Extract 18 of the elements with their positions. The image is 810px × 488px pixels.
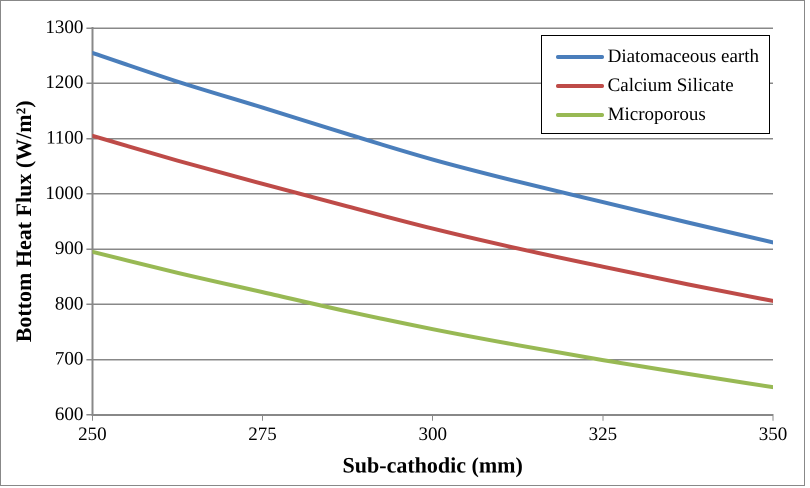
x-tick-label: 250 [78,424,107,446]
y-tick-label: 600 [54,404,84,425]
legend-label: Diatomaceous earth [608,46,759,68]
y-tick-label: 1100 [46,128,84,148]
x-tick-label: 325 [588,424,618,446]
x-axis-title: Sub-cathodic (mm) [342,452,523,478]
y-tick-label: 700 [54,348,84,370]
legend-label: Calcium Silicate [608,74,734,96]
x-tick-label: 350 [758,424,788,446]
y-axis-title: Bottom Heat Flux (W/m²) [10,100,36,342]
y-tick-label: 1200 [45,72,84,94]
y-tick-label: 1000 [45,182,84,204]
x-tick-label: 300 [418,424,447,446]
x-tick-label: 275 [248,424,277,446]
y-tick-label: 800 [54,293,84,314]
legend-label: Microporous [608,104,706,126]
y-tick-label: 1300 [45,16,84,38]
y-tick-label: 900 [54,238,84,260]
